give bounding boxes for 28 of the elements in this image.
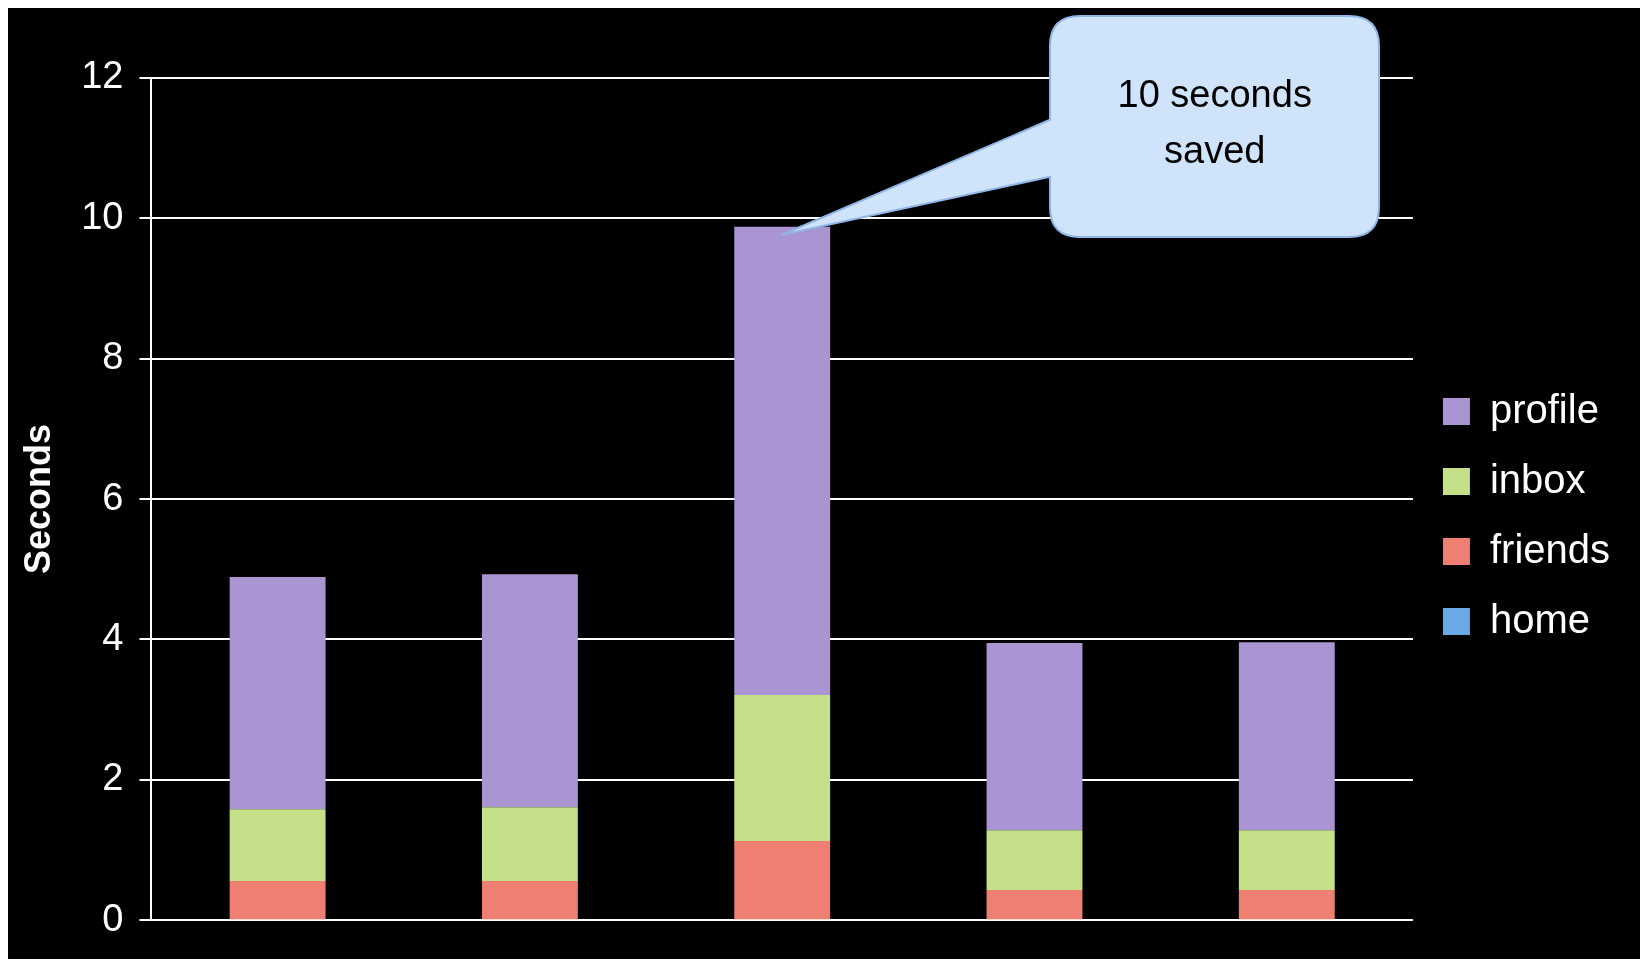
legend-label: profile bbox=[1489, 386, 1599, 431]
y-tick-label: 8 bbox=[102, 335, 124, 378]
y-tick-label: 10 bbox=[81, 194, 124, 237]
annotation: 10 seconds saved bbox=[1116, 72, 1313, 173]
y-tick-label: 2 bbox=[102, 756, 124, 799]
bar bbox=[229, 880, 326, 920]
y-tick-label: 0 bbox=[102, 896, 124, 939]
legend-label: friends bbox=[1489, 526, 1610, 571]
bar bbox=[481, 574, 578, 808]
legend-label: inbox bbox=[1489, 456, 1586, 501]
bar bbox=[1238, 890, 1335, 920]
bar bbox=[481, 880, 578, 920]
bar bbox=[1238, 830, 1335, 891]
y-tick-label: 6 bbox=[102, 475, 124, 518]
bar bbox=[229, 577, 326, 810]
bar bbox=[986, 830, 1083, 891]
bar bbox=[734, 694, 831, 841]
y-axis-title: Seconds bbox=[16, 424, 58, 575]
y-tick-label: 4 bbox=[102, 615, 124, 658]
bar bbox=[1238, 642, 1335, 831]
bar bbox=[481, 807, 578, 881]
bar bbox=[986, 890, 1083, 920]
bar bbox=[986, 642, 1083, 831]
bar bbox=[229, 809, 326, 881]
legend-label: home bbox=[1489, 596, 1590, 641]
bar bbox=[734, 840, 831, 920]
bar bbox=[734, 226, 831, 695]
y-tick-label: 12 bbox=[81, 54, 124, 97]
